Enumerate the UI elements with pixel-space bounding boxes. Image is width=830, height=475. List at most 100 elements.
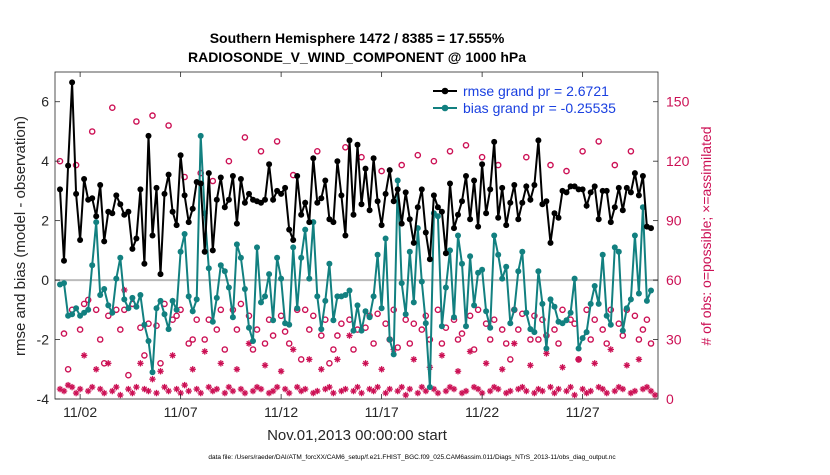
obs-possible-point bbox=[446, 147, 454, 155]
rmse-point bbox=[241, 199, 248, 206]
obs-assimilated-point bbox=[330, 389, 337, 397]
y-tick-label: 6 bbox=[41, 94, 49, 110]
rmse-point bbox=[81, 176, 88, 182]
rmse-point bbox=[278, 190, 285, 197]
bias-point bbox=[623, 305, 630, 312]
obs-possible-point bbox=[595, 138, 603, 145]
obs-assimilated-point bbox=[559, 364, 566, 371]
bias-point bbox=[643, 297, 650, 304]
rmse-point bbox=[101, 238, 108, 245]
obs-assimilated-point bbox=[406, 385, 413, 393]
obs-assimilated-point bbox=[354, 383, 361, 391]
obs-assimilated-point bbox=[474, 385, 482, 393]
bias-point bbox=[274, 254, 281, 261]
obs-assimilated-point bbox=[149, 375, 156, 383]
rmse-point bbox=[499, 184, 506, 191]
bias-point bbox=[258, 299, 264, 306]
rmse-point bbox=[623, 184, 630, 191]
y-right-tick-label: 60 bbox=[666, 272, 682, 288]
obs-possible-point bbox=[342, 143, 349, 151]
obs-assimilated-point bbox=[225, 383, 233, 391]
bias-point bbox=[603, 312, 610, 319]
rmse-point bbox=[117, 201, 124, 208]
obs-assimilated-point bbox=[571, 391, 578, 399]
bias-point bbox=[539, 300, 546, 307]
rmse-point bbox=[233, 220, 240, 227]
obs-possible-point bbox=[157, 359, 164, 367]
rmse-point bbox=[262, 196, 268, 203]
bias-point bbox=[378, 305, 385, 312]
rmse-point bbox=[527, 196, 534, 203]
obs-possible-point bbox=[241, 134, 249, 141]
bias-point bbox=[410, 299, 417, 306]
obs-possible-point bbox=[535, 336, 542, 343]
obs-assimilated-point bbox=[181, 381, 188, 389]
bias-point bbox=[418, 278, 425, 285]
obs-possible-point bbox=[551, 326, 558, 333]
bias-point bbox=[105, 302, 112, 309]
bias-point bbox=[125, 305, 132, 312]
bias-point bbox=[113, 275, 120, 282]
rmse-point bbox=[314, 199, 321, 206]
obs-assimilated-point bbox=[651, 391, 659, 399]
bias-point bbox=[599, 251, 606, 258]
rmse-point bbox=[189, 205, 196, 212]
x-tick-label: 11/07 bbox=[164, 404, 198, 420]
obs-possible-point bbox=[627, 147, 635, 155]
bias-point bbox=[205, 265, 212, 272]
bias-point bbox=[451, 314, 457, 321]
bias-point bbox=[491, 232, 498, 239]
obs-possible-point bbox=[615, 320, 623, 328]
y-right-tick-label: 0 bbox=[666, 391, 674, 407]
obs-assimilated-point bbox=[539, 387, 546, 395]
obs-assimilated-point bbox=[342, 385, 349, 393]
bias-point bbox=[197, 132, 204, 139]
obs-assimilated-point bbox=[189, 366, 196, 373]
bias-point bbox=[350, 327, 357, 334]
bias-point bbox=[141, 321, 148, 328]
obs-possible-point bbox=[490, 316, 498, 324]
x-tick-label: 11/27 bbox=[566, 404, 600, 420]
rmse-point bbox=[619, 207, 626, 214]
rmse-point bbox=[583, 202, 590, 209]
obs-possible-point bbox=[631, 312, 639, 320]
obs-possible-point bbox=[410, 320, 418, 328]
bias-point bbox=[595, 300, 602, 307]
y-right-tick-label: 90 bbox=[666, 213, 682, 229]
rmse-point bbox=[57, 186, 63, 193]
obs-possible-point bbox=[378, 167, 385, 175]
rmse-point bbox=[475, 223, 482, 230]
bias-point bbox=[607, 321, 614, 328]
obs-assimilated-point bbox=[76, 385, 84, 393]
bias-point bbox=[254, 244, 260, 251]
rmse-point bbox=[366, 207, 373, 214]
obs-assimilated-point bbox=[261, 362, 269, 369]
obs-assimilated-point bbox=[169, 352, 176, 359]
rmse-point bbox=[133, 235, 140, 242]
obs-possible-point bbox=[173, 312, 180, 320]
plot-area bbox=[55, 79, 659, 399]
bias-point bbox=[149, 369, 156, 376]
bias-point bbox=[575, 345, 582, 352]
y-axis-label: rmse and bias (model - observation) bbox=[12, 116, 29, 356]
bias-point bbox=[209, 318, 216, 325]
rmse-point bbox=[282, 184, 289, 191]
obs-assimilated-point bbox=[84, 387, 92, 395]
bias-point bbox=[551, 303, 558, 310]
rmse-point bbox=[467, 216, 474, 223]
rmse-point bbox=[491, 138, 498, 145]
rmse-point bbox=[129, 245, 136, 252]
rmse-point bbox=[430, 192, 437, 199]
obs-possible-point bbox=[285, 340, 293, 347]
obs-assimilated-point bbox=[109, 387, 116, 395]
obs-possible-point bbox=[193, 316, 200, 324]
obs-possible-point bbox=[454, 336, 462, 343]
bias-point bbox=[133, 303, 140, 310]
bias-point bbox=[467, 253, 474, 260]
obs-assimilated-point bbox=[410, 356, 417, 363]
obs-possible-point bbox=[105, 312, 112, 320]
y-axis-right-label: # of obs: o=possible; ×=assimilated bbox=[698, 126, 714, 345]
obs-assimilated-point bbox=[68, 383, 76, 391]
obs-assimilated-point bbox=[346, 332, 353, 339]
